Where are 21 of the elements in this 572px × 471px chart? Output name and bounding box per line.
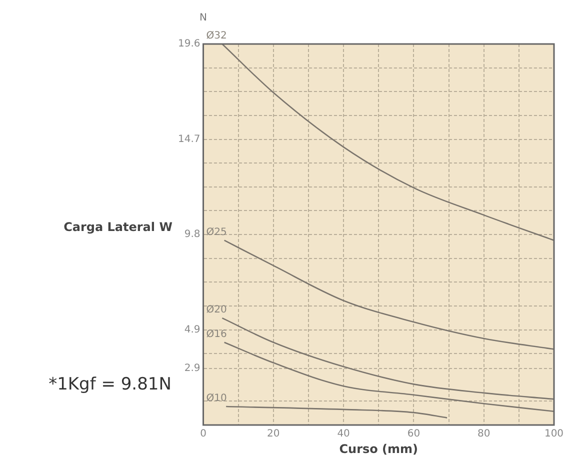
y-tick-label: 9.8: [184, 229, 200, 240]
text: *1Kgf = 9.81N: [48, 374, 172, 394]
y-tick-label: 14.7: [178, 134, 200, 145]
x-tick-label: 20: [267, 428, 280, 440]
series-label: Ø16: [206, 328, 227, 340]
y-tick-label: 2.9: [184, 363, 200, 374]
x-tick-label: 100: [544, 428, 564, 440]
series-label: Ø20: [206, 304, 227, 316]
series-label: Ø32: [206, 30, 227, 42]
x-axis-title: Curso (mm): [339, 442, 418, 456]
line-series: [225, 406, 448, 418]
x-tick-label: 60: [407, 428, 420, 440]
y-tick-label: 19.6: [178, 38, 200, 50]
series-label: Ø10: [206, 393, 227, 404]
x-tick-label: 0: [200, 428, 206, 440]
y-tick-label: 4.9: [184, 324, 200, 336]
x-tick-label: 80: [477, 428, 490, 440]
x-tick-label: 40: [337, 428, 350, 440]
y-axis-title: Carga Lateral W: [64, 220, 172, 234]
text: N: [200, 12, 208, 24]
series-label: Ø25: [206, 226, 227, 238]
